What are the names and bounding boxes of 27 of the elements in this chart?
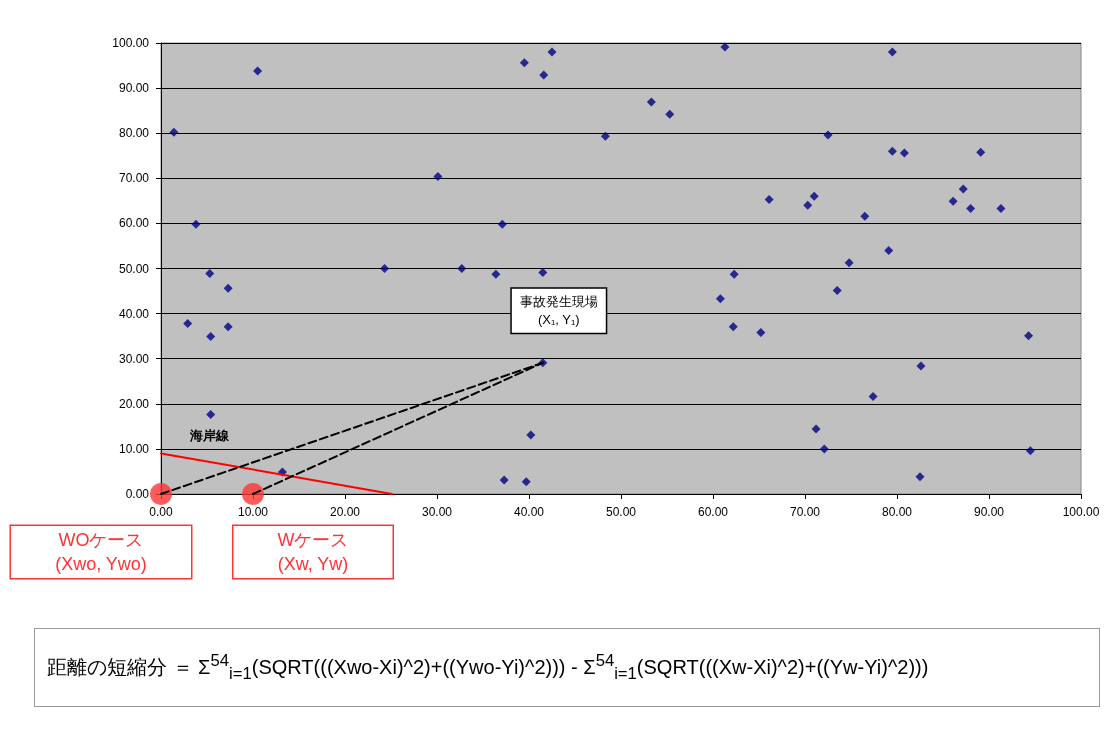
x-tick-label: 50.00 xyxy=(605,505,637,519)
y-tick-label: 100.00 xyxy=(112,36,150,50)
y-tick-label: 60.00 xyxy=(118,216,150,231)
x-tick-label: 10.00 xyxy=(237,505,269,519)
x-tick-label: 30.00 xyxy=(421,505,453,519)
annotation: Wケース (Xw, Yw) xyxy=(277,530,349,574)
x-tick-label: 40.00 xyxy=(513,505,545,519)
y-tick-label: 0.00 xyxy=(125,487,150,501)
y-tick-label: 10.00 xyxy=(118,441,150,456)
annotation: 事故発生現場 (X₁, Y₁) xyxy=(519,294,598,328)
annotation: WOケース (Xwo, Ywo) xyxy=(55,530,147,574)
x-tick-label: 20.00 xyxy=(329,505,361,519)
y-tick-label: 20.00 xyxy=(118,396,150,411)
y-tick-label: 70.00 xyxy=(118,171,150,186)
y-tick-label: 80.00 xyxy=(118,126,150,141)
y-tick-label: 50.00 xyxy=(118,261,150,276)
x-tick-label: 60.00 xyxy=(697,505,729,519)
series-label: 海岸線 xyxy=(189,428,230,444)
x-tick-label: 0.00 xyxy=(149,505,173,519)
x-tick-label: 90.00 xyxy=(973,505,1005,519)
text: 距離の短縮分 ＝ Σ$^{54}$$_{i=1}$(SQRT(((Xwo-Xi)^2)+((Ywo-Yi)^2))) - Σ$^{54}$$_{i=1}$(SQRT(((Xw-Xi)^2)+((Yw-Yi)^2))) xyxy=(34,628,1100,707)
x-tick-label: 100.00 xyxy=(1062,505,1100,519)
x-tick-label: 80.00 xyxy=(881,505,913,519)
y-tick-label: 40.00 xyxy=(118,306,150,321)
y-tick-label: 90.00 xyxy=(118,81,150,96)
x-tick-label: 70.00 xyxy=(789,505,821,519)
y-tick-label: 30.00 xyxy=(118,351,150,366)
